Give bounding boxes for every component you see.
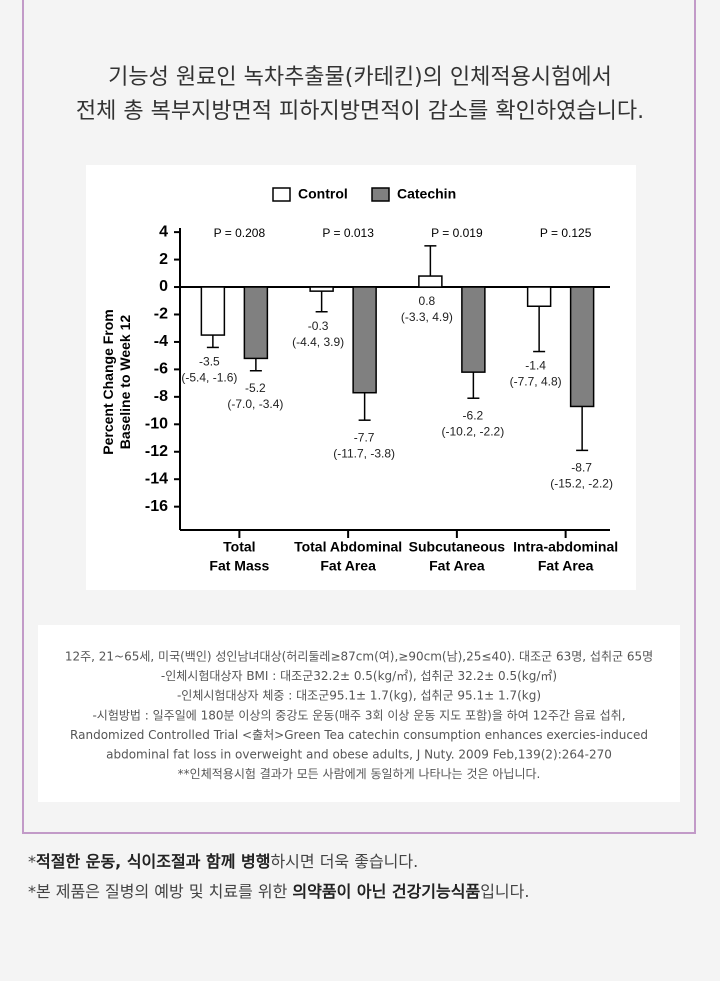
footnote-emphasis: 의약품이 아닌 건강기능식품 xyxy=(292,882,480,901)
p-value: P = 0.019 xyxy=(431,226,483,240)
x-tick-label: Subcutaneous xyxy=(409,539,506,555)
footnote: *적절한 운동, 식이조절과 함께 병행하시면 더욱 좋습니다. xyxy=(28,852,418,871)
ci-label: (-4.4, 3.9) xyxy=(292,335,344,349)
p-value: P = 0.208 xyxy=(214,226,266,240)
x-tick-label: Fat Area xyxy=(320,558,376,574)
y-tick-label: 2 xyxy=(159,251,168,268)
y-tick-label: -2 xyxy=(154,306,168,323)
ci-label: (-11.7, -3.8) xyxy=(333,446,395,460)
note-line: **인체적용시험 결과가 모든 사람에게 동일하게 나타나는 것은 아닙니다. xyxy=(178,767,541,781)
y-tick-label: -8 xyxy=(154,388,168,405)
error-bar xyxy=(467,372,480,399)
bar xyxy=(526,286,552,307)
p-value: P = 0.013 xyxy=(322,226,374,240)
note-line: -시험방법 : 일주일에 180분 이상의 중강도 운동(매주 3회 이상 운동… xyxy=(92,708,625,722)
note-line: 12주, 21~65세, 미국(백인) 성인남녀대상(허리둘레≥87cm(여),… xyxy=(65,650,653,664)
value-label: -0.3 xyxy=(308,319,329,333)
bar xyxy=(309,286,334,292)
x-tick-label: Intra-abdominal xyxy=(513,539,618,555)
note-line: Randomized Controlled Trial <출처>Green Te… xyxy=(70,728,648,742)
x-tick-label: Fat Mass xyxy=(209,558,269,574)
headline: 전체 총 복부지방면적 피하지방면적이 감소를 확인하였습니다. xyxy=(76,99,644,124)
x-tick-label: Total xyxy=(223,539,255,555)
note-line: -인체시험대상자 BMI : 대조군32.2± 0.5(kg/㎡), 섭취군 3… xyxy=(161,669,557,683)
error-bar xyxy=(358,392,371,421)
ci-label: (-3.3, 4.9) xyxy=(401,310,453,324)
y-tick-label: -10 xyxy=(145,416,168,433)
y-tick-label: -4 xyxy=(154,333,168,350)
error-bar xyxy=(576,406,589,452)
ci-label: (-5.4, -1.6) xyxy=(181,371,237,385)
value-label: -8.7 xyxy=(571,461,592,475)
legend-label: Control xyxy=(298,186,348,202)
value-label: 0.8 xyxy=(419,294,436,308)
error-bar xyxy=(315,291,328,313)
y-tick-label: -14 xyxy=(145,470,168,487)
footnote: *본 제품은 질병의 예방 및 치료를 위한 의약품이 아닌 건강기능식품입니다… xyxy=(28,882,529,901)
value-label: -5.2 xyxy=(245,381,266,395)
frame xyxy=(22,0,696,834)
note-line: abdominal fat loss in overweight and obe… xyxy=(106,748,612,762)
note-line: -인체시험대상자 체중 : 대조군95.1± 1.7(kg), 섭취군 95.1… xyxy=(177,689,541,703)
bar xyxy=(243,286,269,360)
x-tick-label: Total Abdominal xyxy=(294,539,402,555)
y-tick-label: -6 xyxy=(154,361,168,378)
legend-swatch xyxy=(371,187,390,202)
error-bar xyxy=(424,245,437,277)
bar xyxy=(569,286,595,408)
legend-swatch xyxy=(272,187,291,202)
p-value: P = 0.125 xyxy=(540,226,592,240)
bar xyxy=(418,275,443,288)
headline: 기능성 원료인 녹차추출물(카테킨)의 인체적용시험에서 xyxy=(108,65,612,90)
y-tick-label: -16 xyxy=(145,498,168,515)
footnote-text: *본 제품은 질병의 예방 및 치료를 위한 xyxy=(28,882,292,901)
value-label: -3.5 xyxy=(199,355,220,369)
footnote-text: 하시면 더욱 좋습니다. xyxy=(270,852,418,871)
ci-label: (-7.7, 4.8) xyxy=(510,375,562,389)
bar xyxy=(352,286,377,394)
y-axis-label: Percent Change FromBaseline to Week 12 xyxy=(100,309,133,454)
error-bar xyxy=(249,358,262,372)
x-tick-label: Fat Area xyxy=(538,558,594,574)
x-tick-label: Fat Area xyxy=(429,558,485,574)
bar xyxy=(461,286,486,373)
value-label: -1.4 xyxy=(525,359,546,373)
ci-label: (-15.2, -2.2) xyxy=(550,477,613,491)
y-tick-label: -12 xyxy=(145,443,168,460)
error-bar xyxy=(206,335,219,349)
y-tick-label: 4 xyxy=(159,223,168,240)
error-bar xyxy=(533,306,546,353)
value-label: -7.7 xyxy=(354,430,375,444)
y-tick-label: 0 xyxy=(159,278,168,295)
notes-panel xyxy=(38,625,680,802)
ci-label: (-10.2, -2.2) xyxy=(442,424,505,438)
footnote-text: * xyxy=(28,852,36,871)
ci-label: (-7.0, -3.4) xyxy=(227,397,283,411)
footnote-text: 입니다. xyxy=(480,882,529,901)
footnote-emphasis: 적절한 운동, 식이조절과 함께 병행 xyxy=(36,852,270,871)
y-axis-label-line: Baseline to Week 12 xyxy=(117,315,133,450)
value-label: -6.2 xyxy=(463,408,484,422)
legend-label: Catechin xyxy=(397,186,456,202)
y-axis-label-line: Percent Change From xyxy=(100,309,116,454)
bar xyxy=(200,286,226,336)
